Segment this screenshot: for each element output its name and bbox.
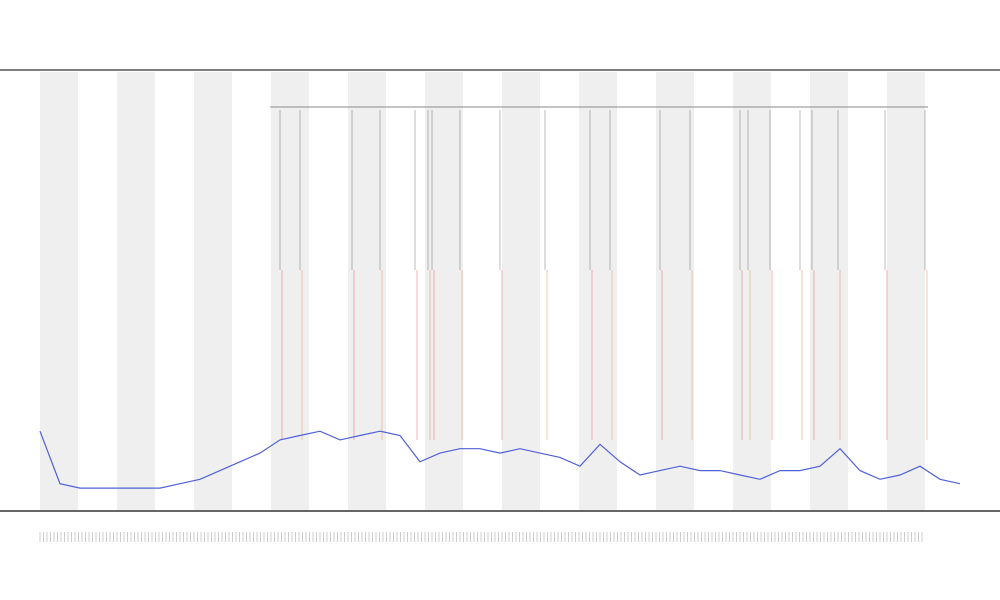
band <box>194 72 232 510</box>
background-bands <box>40 72 925 510</box>
band <box>733 72 771 510</box>
band <box>40 72 78 510</box>
x-tick-marks <box>39 532 923 542</box>
band <box>810 72 848 510</box>
data-line <box>39 430 961 489</box>
band <box>579 72 617 510</box>
band <box>425 72 463 510</box>
band <box>271 72 309 510</box>
band <box>887 72 925 510</box>
x-tick-area <box>38 530 928 544</box>
event-lines <box>279 110 928 440</box>
band <box>502 72 540 510</box>
band <box>117 72 155 510</box>
